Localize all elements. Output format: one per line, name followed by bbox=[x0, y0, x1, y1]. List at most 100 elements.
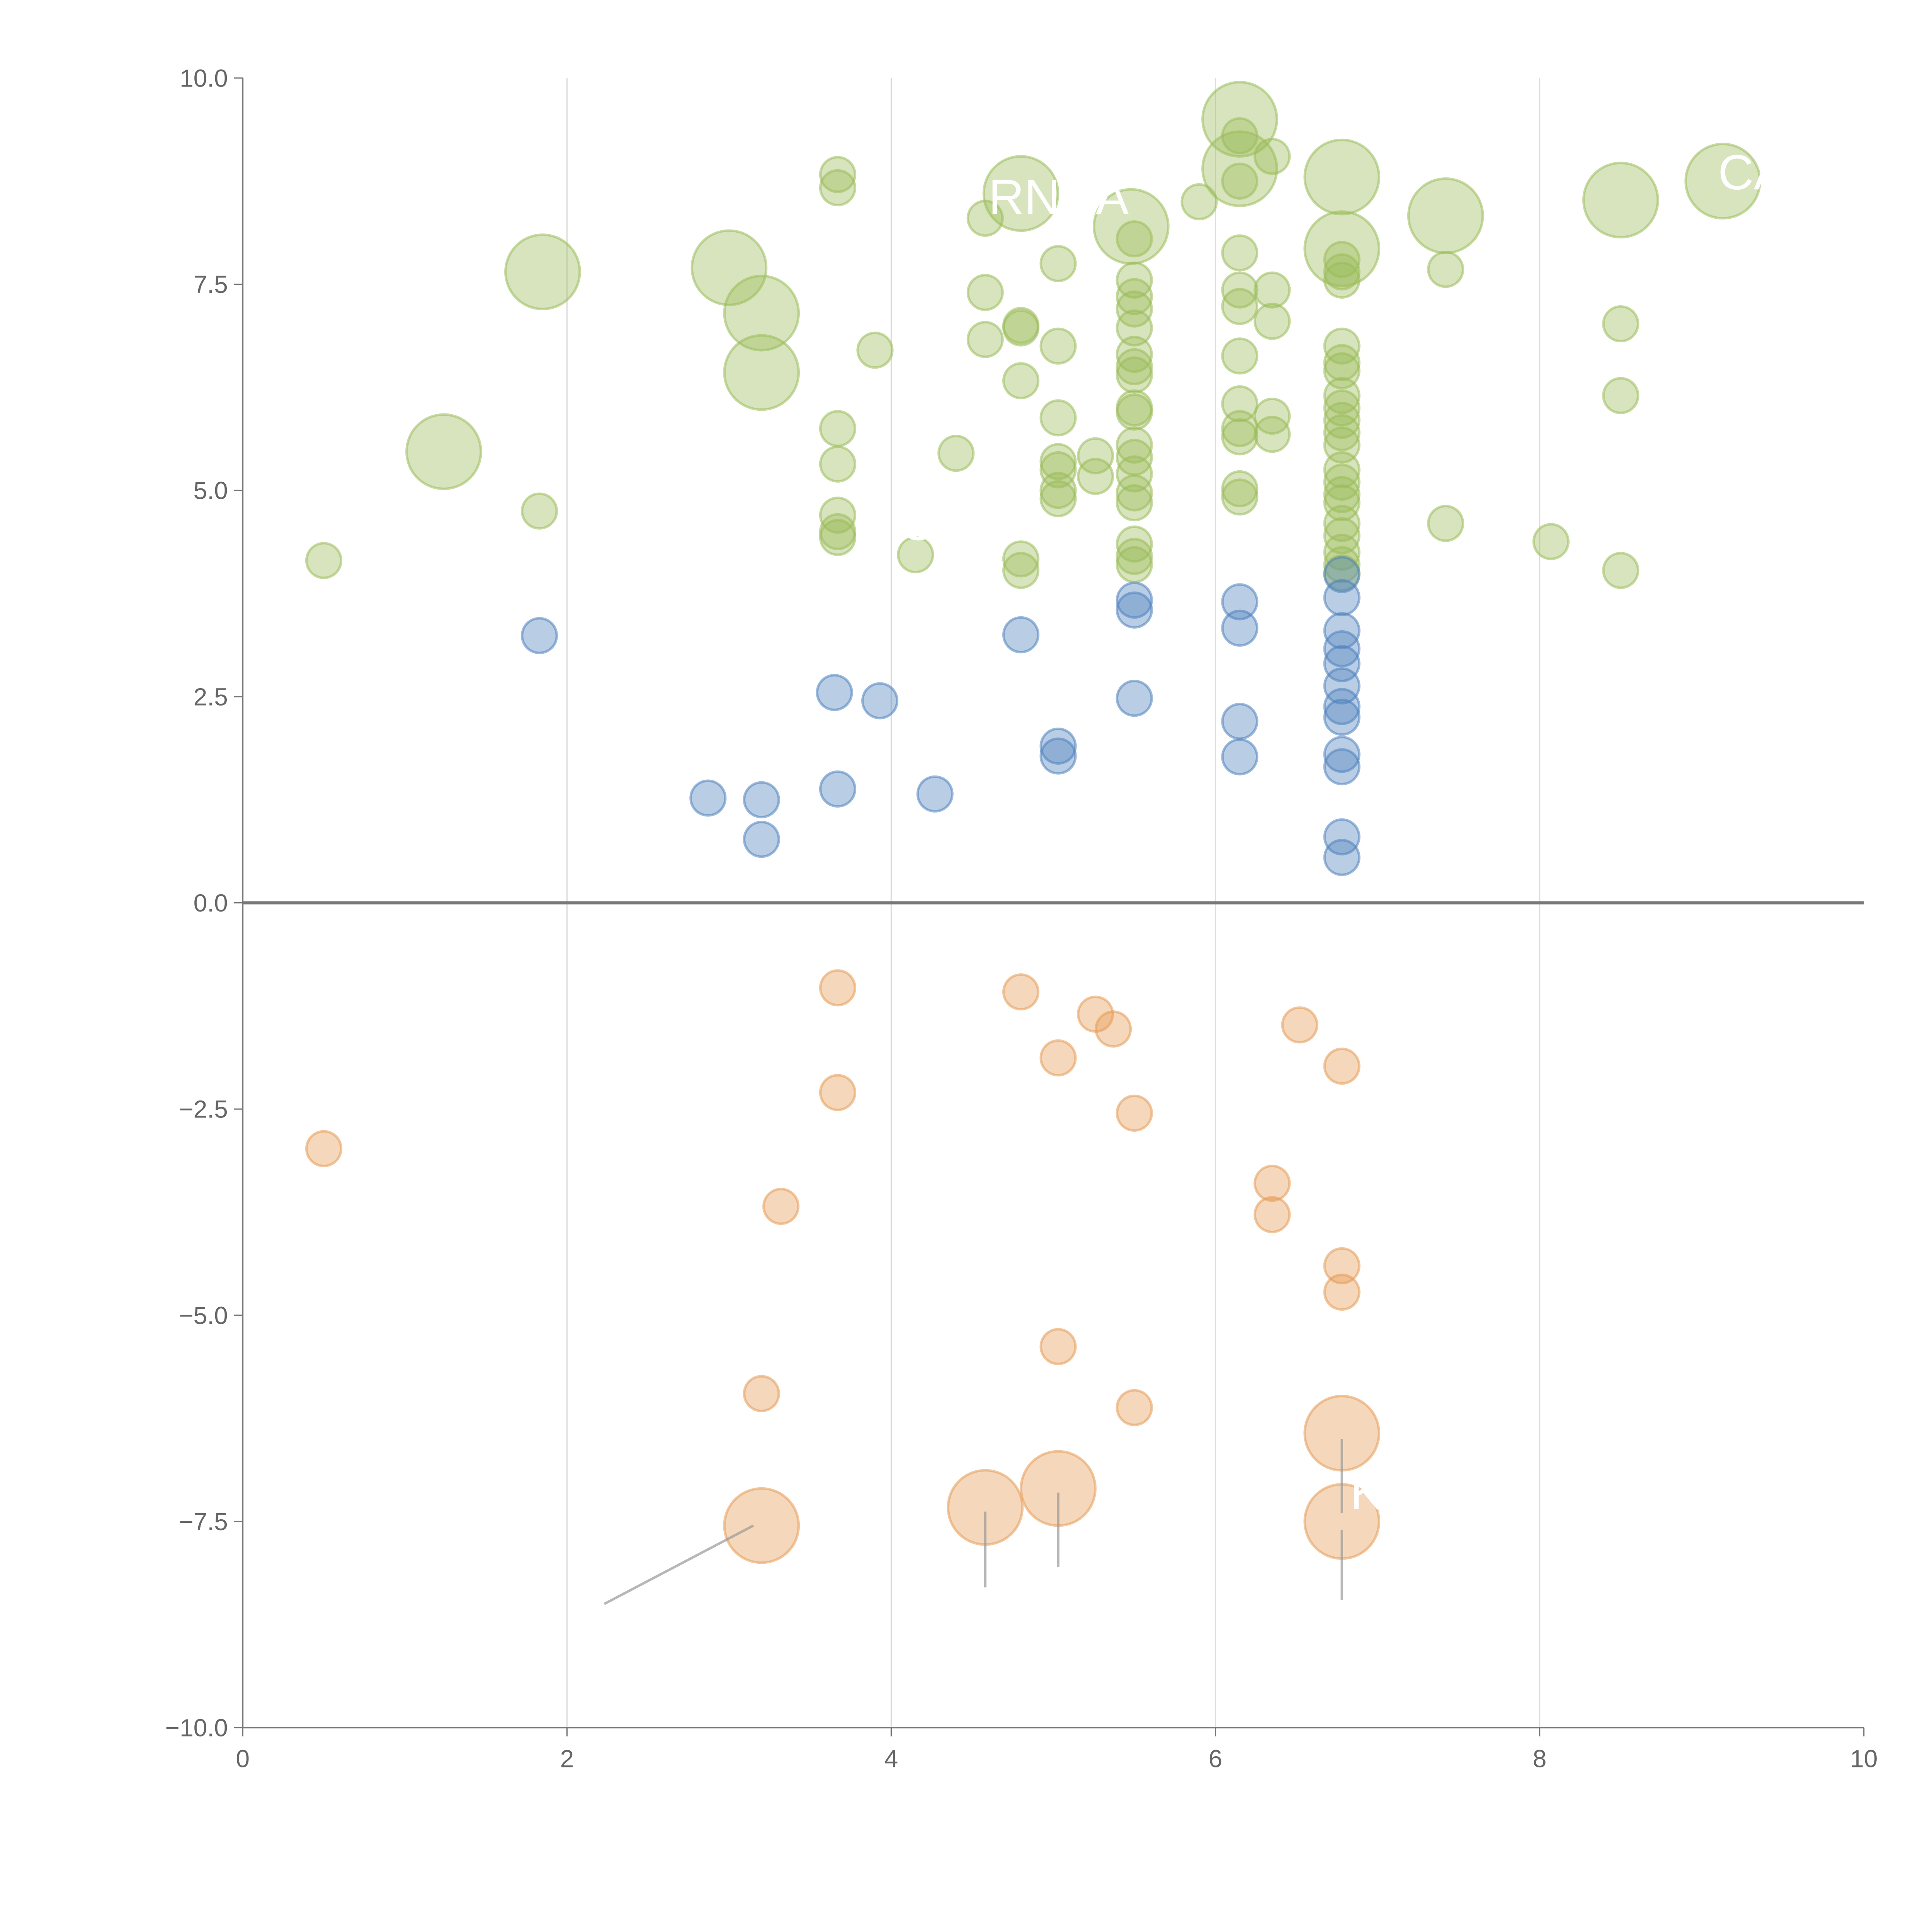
green-point bbox=[1582, 162, 1659, 239]
green-point bbox=[1323, 414, 1361, 451]
blue-point bbox=[1221, 702, 1259, 740]
green-point bbox=[966, 321, 1004, 358]
orange-point bbox=[819, 1074, 857, 1111]
orange-point bbox=[1039, 1039, 1077, 1077]
green-point bbox=[937, 435, 975, 472]
green-point bbox=[1116, 546, 1153, 583]
blue-point bbox=[916, 775, 954, 813]
blue-point bbox=[1323, 688, 1361, 725]
blue-point bbox=[1323, 699, 1361, 736]
blue-point bbox=[743, 821, 780, 858]
green-point bbox=[1427, 251, 1464, 288]
green-point bbox=[1039, 245, 1077, 282]
leader-line bbox=[604, 1524, 754, 1605]
green-point bbox=[305, 542, 343, 579]
green-point bbox=[1303, 210, 1381, 287]
blue-point bbox=[1039, 737, 1077, 775]
blue-point bbox=[1323, 630, 1361, 668]
green-point bbox=[1221, 478, 1259, 516]
green-point bbox=[1323, 344, 1361, 381]
green-point bbox=[1039, 472, 1077, 509]
green-point bbox=[1602, 377, 1639, 414]
blue-point bbox=[819, 770, 857, 808]
blue-point bbox=[1323, 736, 1361, 773]
green-point bbox=[819, 445, 857, 483]
green-point bbox=[1116, 484, 1153, 522]
green-point bbox=[1002, 362, 1040, 400]
green-point bbox=[1602, 305, 1639, 343]
green-point bbox=[1532, 523, 1570, 560]
annotation-label: RNDA bbox=[988, 170, 1129, 225]
green-point bbox=[1323, 484, 1361, 522]
blue-point bbox=[1323, 818, 1361, 855]
green-point bbox=[690, 229, 768, 306]
green-point bbox=[1221, 288, 1259, 325]
green-point bbox=[723, 334, 800, 411]
green-point bbox=[1602, 552, 1639, 589]
orange-point bbox=[1253, 1196, 1291, 1233]
green-point bbox=[856, 332, 894, 369]
orange-point bbox=[819, 969, 857, 1007]
blue-point bbox=[1116, 680, 1153, 717]
green-point bbox=[1323, 253, 1361, 291]
blue-point bbox=[1323, 839, 1361, 876]
green-point bbox=[1323, 534, 1361, 571]
blue-point bbox=[1116, 582, 1153, 619]
blue-point bbox=[1323, 667, 1361, 705]
green-point bbox=[1116, 393, 1153, 431]
green-point bbox=[1253, 138, 1291, 175]
green-point bbox=[1407, 177, 1484, 254]
green-point bbox=[1039, 451, 1077, 488]
x-tick-label: 0 bbox=[236, 1745, 250, 1773]
green-point bbox=[1116, 220, 1153, 258]
green-point bbox=[1180, 183, 1218, 221]
orange-point bbox=[723, 1487, 800, 1564]
green-point bbox=[1039, 399, 1077, 437]
green-point bbox=[1077, 437, 1114, 474]
green-point bbox=[1002, 540, 1040, 578]
orange-point bbox=[1002, 973, 1040, 1011]
leader-lines bbox=[604, 1439, 1343, 1605]
y-tick-label: 2.5 bbox=[194, 683, 228, 711]
green-point bbox=[1116, 335, 1153, 373]
orange-point bbox=[305, 1130, 343, 1167]
x-tick-label: 2 bbox=[560, 1745, 574, 1773]
blue-point bbox=[1039, 727, 1077, 765]
green-point bbox=[1116, 455, 1153, 493]
y-tick-label: 10.0 bbox=[180, 64, 228, 92]
y-tick-label: −7.5 bbox=[179, 1508, 228, 1536]
green-point bbox=[819, 410, 857, 447]
green-point bbox=[405, 413, 482, 490]
green-point bbox=[1116, 426, 1153, 464]
green-point bbox=[1116, 348, 1153, 386]
blue-point bbox=[1116, 591, 1153, 629]
blue-point bbox=[1002, 616, 1040, 653]
green-point bbox=[1077, 457, 1114, 495]
green-point bbox=[1116, 278, 1153, 315]
green-point bbox=[1116, 356, 1153, 394]
orange-point bbox=[1323, 1247, 1361, 1284]
green-point bbox=[982, 155, 1060, 232]
blue-point bbox=[1221, 738, 1259, 776]
green-point bbox=[819, 156, 857, 193]
blue-point bbox=[1323, 748, 1361, 786]
data-points bbox=[305, 81, 1762, 1564]
annotation-label: K bbox=[1350, 1464, 1383, 1520]
orange-point bbox=[1116, 1389, 1153, 1427]
green-point bbox=[1201, 130, 1278, 207]
green-point bbox=[1002, 309, 1040, 347]
orange-point bbox=[1323, 1048, 1361, 1085]
blue-point bbox=[1221, 583, 1259, 621]
green-point bbox=[897, 536, 934, 573]
green-point bbox=[1303, 138, 1381, 216]
green-point bbox=[1323, 241, 1361, 278]
green-point bbox=[520, 492, 558, 530]
y-tick-label: −10.0 bbox=[165, 1714, 228, 1742]
green-point bbox=[504, 233, 581, 310]
blue-point bbox=[816, 674, 853, 711]
green-point bbox=[1039, 327, 1077, 365]
blue-point bbox=[743, 781, 780, 818]
green-point bbox=[1253, 303, 1291, 340]
x-tick-label: 4 bbox=[884, 1745, 898, 1773]
orange-point bbox=[1253, 1165, 1291, 1202]
